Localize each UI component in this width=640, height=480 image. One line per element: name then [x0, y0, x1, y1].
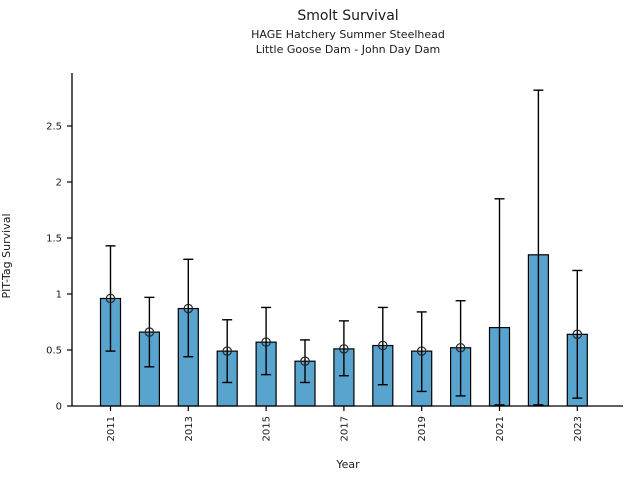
- point-marker-2023: [572, 329, 583, 340]
- y-tick-label-2.5: 2.5: [46, 122, 62, 133]
- x-tick-label-2021: 2021: [495, 416, 506, 441]
- x-axis-label: Year: [336, 458, 360, 471]
- point-marker-2015: [261, 337, 271, 347]
- y-tick-label-1: 1: [56, 290, 62, 301]
- point-marker-2012: [144, 327, 155, 337]
- chart-subtitle-line1: HAGE Hatchery Summer Steelhead: [251, 27, 445, 41]
- x-tick-label-2017: 2017: [339, 416, 350, 441]
- y-tick-label-0.5: 0.5: [46, 346, 62, 357]
- point-marker-2018: [377, 340, 388, 351]
- point-marker-2020: [455, 342, 466, 353]
- chart-title: Smolt Survival: [297, 8, 399, 24]
- y-tick-label-1.5: 1.5: [46, 234, 62, 245]
- y-tick-label-0: 0: [56, 402, 62, 413]
- point-marker-2017: [339, 344, 349, 354]
- title-block: Smolt Survival HAGE Hatchery Summer Stee…: [72, 8, 624, 57]
- point-marker-2014: [222, 346, 232, 356]
- x-tick-label-2015: 2015: [262, 416, 273, 441]
- x-tick-label-2019: 2019: [417, 416, 428, 441]
- chart-subtitle-line2: Little Goose Dam - John Day Dam: [255, 43, 441, 57]
- x-tick-label-2023: 2023: [573, 416, 584, 441]
- point-marker-2011: [105, 293, 116, 304]
- y-tick-label-2: 2: [56, 178, 62, 189]
- point-marker-2016: [300, 356, 310, 366]
- x-tick-label-2013: 2013: [184, 416, 195, 441]
- point-marker-2019: [416, 346, 427, 356]
- x-tick-label-2011: 2011: [106, 416, 117, 441]
- point-marker-2013: [183, 303, 194, 314]
